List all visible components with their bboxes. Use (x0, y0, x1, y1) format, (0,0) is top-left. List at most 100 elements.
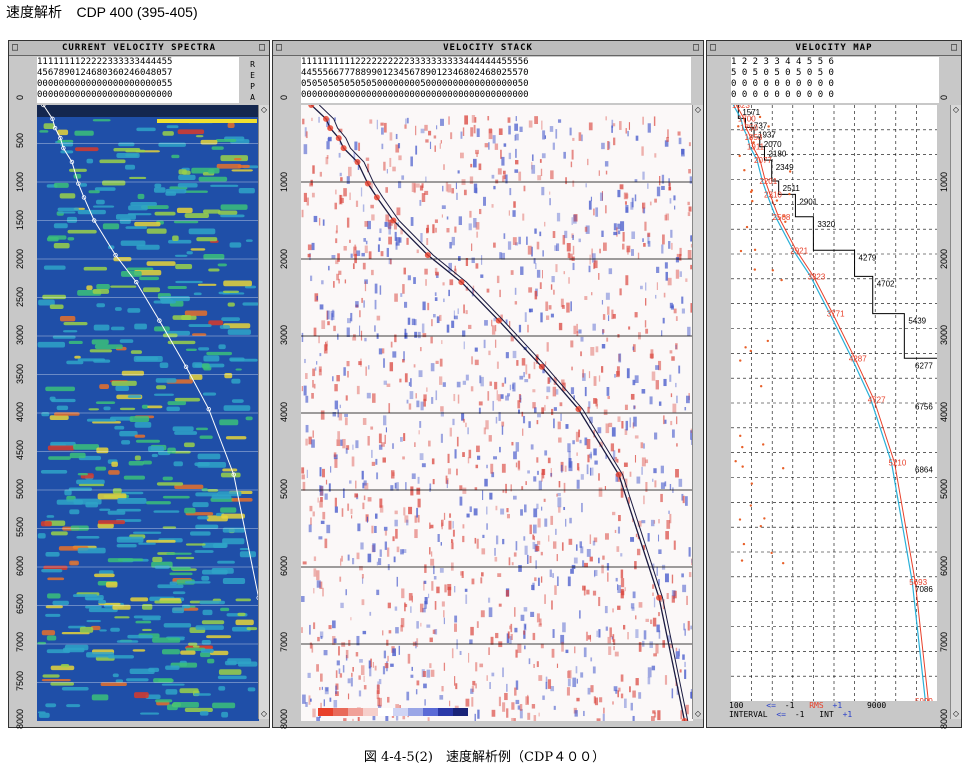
scroll-down-icon[interactable]: ◇ (260, 709, 268, 718)
stack-trace (522, 415, 526, 424)
stack-trace (536, 613, 540, 623)
velocity-pick[interactable] (308, 105, 315, 108)
velocity-pick[interactable] (81, 195, 87, 200)
spectra-blob (167, 340, 196, 345)
time-tick-label: 7000 (939, 632, 949, 653)
velocity-pick[interactable] (364, 180, 371, 187)
panel-menu-icon[interactable]: □ (276, 42, 284, 53)
spectra-blob (53, 223, 68, 229)
panel-close-icon[interactable]: □ (950, 42, 958, 53)
stack-trace (612, 450, 616, 460)
stack-trace (489, 682, 491, 690)
stack-trace (432, 629, 436, 634)
scroll-down-icon[interactable]: ◇ (694, 709, 702, 718)
spectra-blob (192, 502, 209, 508)
stack-trace (511, 717, 514, 721)
velocity-pick[interactable] (58, 135, 63, 141)
stack-trace (674, 205, 676, 210)
spectra-blob (196, 237, 218, 242)
panel-close-icon[interactable]: □ (258, 42, 266, 53)
stack-trace (352, 558, 355, 565)
stack-trace (599, 697, 603, 703)
velocity-pick[interactable] (681, 718, 688, 721)
interval-velocity-label: 4702 (877, 279, 895, 288)
velocity-pick[interactable] (390, 217, 397, 224)
velocity-pick[interactable] (458, 279, 465, 286)
stack-trace (491, 472, 495, 478)
scrollbar[interactable]: ◇ ◇ (692, 105, 703, 719)
stack-trace (536, 661, 539, 668)
panel-menu-icon[interactable]: □ (710, 42, 718, 53)
stack-trace (410, 156, 413, 167)
velocity-pick[interactable] (538, 363, 545, 370)
stack-trace (433, 576, 437, 580)
stack-trace (634, 454, 637, 463)
scrollbar[interactable]: ◇ ◇ (258, 105, 269, 719)
stack-trace (491, 325, 496, 335)
velocity-pick[interactable] (113, 252, 118, 258)
velocity-pick[interactable] (41, 105, 46, 108)
spectra-blob (43, 565, 68, 571)
velocity-pick[interactable] (76, 181, 81, 186)
stack-trace (409, 391, 414, 400)
velocity-stack-plot[interactable] (301, 105, 693, 721)
panel-menu-icon[interactable]: □ (12, 42, 20, 53)
rms-velocity-line[interactable] (735, 105, 929, 701)
spectra-blob (183, 442, 195, 448)
stack-trace (401, 588, 405, 599)
velocity-pick[interactable] (61, 145, 66, 151)
velocity-spectra-plot[interactable] (37, 105, 259, 721)
stack-trace (337, 333, 339, 340)
velocity-pick[interactable] (373, 194, 380, 201)
velocity-pick[interactable] (335, 135, 342, 142)
spectra-blob (112, 604, 131, 610)
velocity-pick[interactable] (575, 406, 582, 413)
stack-trace (376, 589, 380, 596)
interval-velocity-line[interactable] (737, 105, 937, 701)
velocity-pick[interactable] (231, 472, 236, 477)
stack-trace (684, 407, 687, 411)
stack-trace (372, 712, 376, 721)
scroll-down-icon[interactable]: ◇ (952, 709, 960, 718)
stack-trace (395, 133, 398, 140)
stack-trace (547, 457, 551, 464)
velocity-pick[interactable] (354, 158, 361, 165)
stack-trace (356, 635, 360, 646)
spectra-blob (133, 531, 162, 534)
stack-trace (573, 214, 578, 222)
stack-trace (371, 461, 376, 466)
scrollbar[interactable]: ◇ ◇ (950, 105, 961, 719)
spectra-blob (102, 223, 120, 230)
scroll-up-icon[interactable]: ◇ (694, 105, 702, 114)
velocity-pick[interactable] (340, 145, 347, 152)
velocity-pick[interactable] (52, 125, 58, 131)
scroll-up-icon[interactable]: ◇ (952, 105, 960, 114)
spectra-blob (175, 263, 193, 270)
velocity-pick[interactable] (92, 218, 97, 223)
spectra-blob (218, 686, 226, 691)
stack-trace (652, 584, 655, 589)
stack-trace (676, 395, 678, 404)
velocity-pick[interactable] (495, 317, 502, 324)
panel-close-icon[interactable]: □ (692, 42, 700, 53)
velocity-pick[interactable] (424, 252, 431, 259)
velocity-map-plot[interactable]: 1571173719372070218023492511290133204279… (731, 105, 937, 701)
stack-trace (448, 289, 450, 297)
velocity-pick[interactable] (157, 318, 162, 323)
velocity-pick[interactable] (206, 406, 211, 412)
velocity-pick[interactable] (327, 125, 334, 132)
velocity-pick[interactable] (69, 159, 75, 165)
stack-trace (687, 212, 691, 217)
velocity-pick[interactable] (134, 279, 139, 285)
velocity-pick[interactable] (50, 116, 55, 122)
velocity-pick[interactable] (615, 471, 622, 478)
stack-trace (462, 330, 466, 337)
scroll-up-icon[interactable]: ◇ (260, 105, 268, 114)
stack-trace (468, 223, 472, 231)
velocity-pick[interactable] (323, 115, 330, 122)
stack-trace (520, 509, 523, 516)
velocity-pick[interactable] (656, 594, 663, 601)
velocity-pick[interactable] (183, 364, 189, 369)
interval-velocity-label: 2070 (764, 140, 782, 149)
picked-velocity-line[interactable] (42, 105, 259, 721)
